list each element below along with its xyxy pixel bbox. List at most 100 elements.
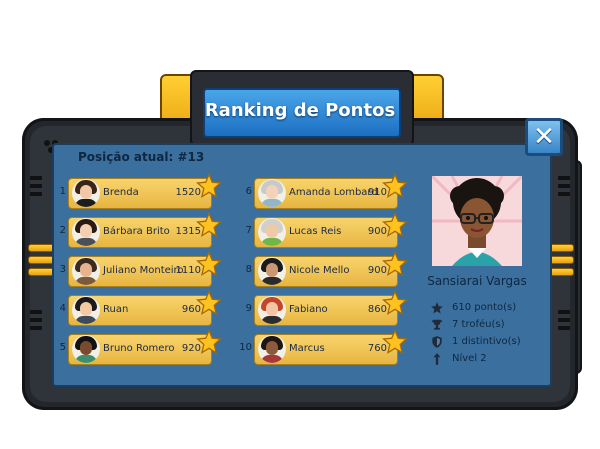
level-up-arrow-icon: [433, 353, 441, 365]
star-icon: [196, 290, 222, 315]
vent-grill: [30, 176, 42, 180]
star-icon: [196, 173, 222, 198]
rank-number: 1: [59, 186, 66, 197]
avatar-body: [261, 355, 283, 363]
avatar-body: [75, 277, 97, 285]
star-icon: [382, 173, 408, 198]
rank-number: 8: [245, 264, 252, 275]
window-title: Ranking de Pontos: [204, 100, 396, 121]
player-name: Juliano Monteiro: [103, 265, 184, 276]
player-score: 1110: [175, 265, 201, 276]
vent-grill: [558, 318, 570, 322]
rivet: [48, 147, 54, 153]
player-name: Brenda: [103, 187, 139, 198]
trophy-icon: [431, 319, 443, 330]
title-plate: [203, 88, 401, 138]
avatar-body: [75, 355, 97, 363]
ranking-row[interactable]: Bruno Romero 920: [68, 329, 222, 365]
player-avatar: [72, 218, 100, 246]
ranking-row[interactable]: Lucas Reis 900: [254, 212, 408, 248]
vent-grill: [30, 192, 42, 196]
rank-number: 4: [59, 303, 66, 314]
player-avatar: [72, 335, 100, 363]
rank-number: 2: [59, 225, 66, 236]
avatar-body: [75, 199, 97, 207]
player-avatar: [72, 179, 100, 207]
player-avatar: [72, 257, 100, 285]
avatar-face: [266, 302, 278, 316]
avatar-face: [266, 224, 278, 238]
vent-grill: [558, 326, 570, 330]
profile-avatar: [432, 176, 522, 266]
star-icon: [382, 290, 408, 315]
player-avatar: [258, 296, 286, 324]
star-icon: [196, 251, 222, 276]
ranking-row[interactable]: Marcus 760: [254, 329, 408, 365]
player-score: 960: [181, 304, 201, 315]
avatar-body: [261, 199, 283, 207]
vent-grill: [30, 310, 42, 314]
close-button[interactable]: ✕: [525, 118, 563, 156]
vent-grill: [30, 318, 42, 322]
star-icon: [382, 329, 408, 354]
player-avatar: [258, 335, 286, 363]
vent-grill: [558, 176, 570, 180]
player-name: Bruno Romero: [103, 343, 175, 354]
star-icon: [382, 212, 408, 237]
rank-number: 9: [245, 303, 252, 314]
avatar-body: [261, 277, 283, 285]
rivet: [44, 140, 50, 146]
profile-trophies: 7 troféu(s): [452, 319, 505, 330]
star-icon: [196, 329, 222, 354]
avatar-face: [80, 341, 92, 355]
player-score: 1315: [175, 226, 201, 237]
avatar-face: [266, 263, 278, 277]
profile-level: Nível 2: [452, 353, 487, 364]
player-name: Ruan: [103, 304, 129, 315]
vent-grill: [30, 326, 42, 330]
player-avatar: [258, 179, 286, 207]
profile-points: 610 ponto(s): [452, 302, 517, 313]
avatar-face: [80, 224, 92, 238]
avatar-face: [80, 185, 92, 199]
avatar-face: [266, 185, 278, 199]
ranking-row[interactable]: Ruan 960: [68, 290, 222, 326]
player-name: Lucas Reis: [289, 226, 342, 237]
player-score: 920: [181, 343, 201, 354]
rank-number: 7: [245, 225, 252, 236]
rank-number: 10: [239, 342, 252, 353]
vent-grill: [30, 184, 42, 188]
player-score: 860: [367, 304, 387, 315]
ranking-row[interactable]: Juliano Monteiro 1110: [68, 251, 222, 287]
profile-badges: 1 distintivo(s): [452, 336, 521, 347]
avatar-face: [80, 302, 92, 316]
shield-icon: [432, 336, 442, 348]
player-score: 910: [367, 187, 387, 198]
profile-name: Sansiarai Vargas: [427, 274, 527, 288]
player-name: Amanda Lombard: [289, 187, 378, 198]
star-icon: [431, 302, 443, 314]
ranking-row[interactable]: Brenda 1520: [68, 173, 222, 209]
star-icon: [196, 212, 222, 237]
player-name: Nicole Mello: [289, 265, 350, 276]
avatar-face: [266, 341, 278, 355]
player-name: Bárbara Brito: [103, 226, 170, 237]
player-avatar: [258, 218, 286, 246]
close-icon: ✕: [533, 122, 555, 152]
ranking-row[interactable]: Bárbara Brito 1315: [68, 212, 222, 248]
rank-number: 6: [245, 186, 252, 197]
player-score: 1520: [175, 187, 201, 198]
player-name: Marcus: [289, 343, 325, 354]
ranking-row[interactable]: Nicole Mello 900: [254, 251, 408, 287]
ranking-row[interactable]: Fabiano 860: [254, 290, 408, 326]
player-score: 900: [367, 265, 387, 276]
current-position: Posição atual: #13: [78, 150, 205, 164]
avatar-body: [261, 316, 283, 324]
vent-grill: [558, 310, 570, 314]
rank-number: 5: [59, 342, 66, 353]
star-icon: [382, 251, 408, 276]
rank-number: 3: [59, 264, 66, 275]
ranking-row[interactable]: Amanda Lombard 910: [254, 173, 408, 209]
vent-grill: [558, 184, 570, 188]
player-name: Fabiano: [289, 304, 328, 315]
